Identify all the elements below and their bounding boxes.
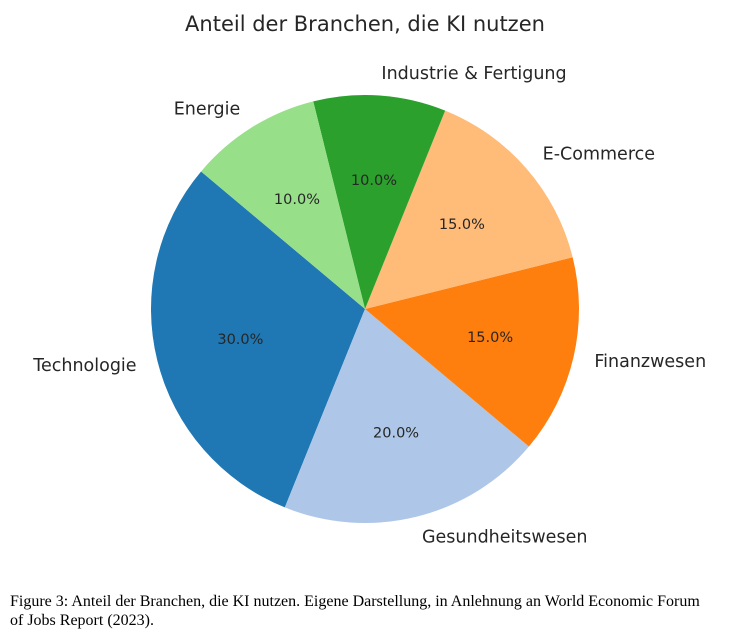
pie-category-label-e-commerce: E-Commerce bbox=[543, 145, 655, 165]
pie-slice-technologie bbox=[150, 171, 365, 508]
pie-chart: Anteil der Branchen, die KI nutzen 30.0%… bbox=[32, 12, 706, 547]
pie-percent-label-gesundheitswesen: 20.0% bbox=[373, 426, 419, 442]
pie-percent-label-energie: 10.0% bbox=[274, 192, 320, 208]
pie-category-label-technologie: Technologie bbox=[32, 356, 136, 376]
pie-percent-label-industrie-and-fertigung: 10.0% bbox=[351, 173, 397, 189]
pie-category-label-finanzwesen: Finanzwesen bbox=[594, 352, 706, 372]
pie-slice-energie bbox=[201, 101, 365, 309]
chart-title: Anteil der Branchen, die KI nutzen bbox=[185, 12, 545, 36]
pie-slice-industrie-and-fertigung bbox=[313, 94, 446, 309]
figure-caption: Figure 3: Anteil der Branchen, die KI nu… bbox=[10, 593, 700, 629]
pie-slice-finanzwesen bbox=[365, 257, 579, 447]
pie-labels: 30.0% Technologie 20.0% Gesundheitswesen 15.… bbox=[32, 64, 706, 547]
pie-percent-label-finanzwesen: 15.0% bbox=[467, 330, 513, 346]
pie-wedges bbox=[150, 94, 579, 523]
pie-category-label-industrie-and-fertigung: Industrie & Fertigung bbox=[381, 64, 566, 84]
pie-slice-gesundheitswesen bbox=[284, 309, 529, 523]
pie-slice-e-commerce bbox=[365, 110, 573, 309]
pie-category-label-energie: Energie bbox=[174, 99, 241, 119]
pie-category-label-gesundheitswesen: Gesundheitswesen bbox=[422, 527, 588, 547]
pie-percent-label-technologie: 30.0% bbox=[217, 332, 263, 348]
pie-percent-label-e-commerce: 15.0% bbox=[439, 217, 485, 233]
